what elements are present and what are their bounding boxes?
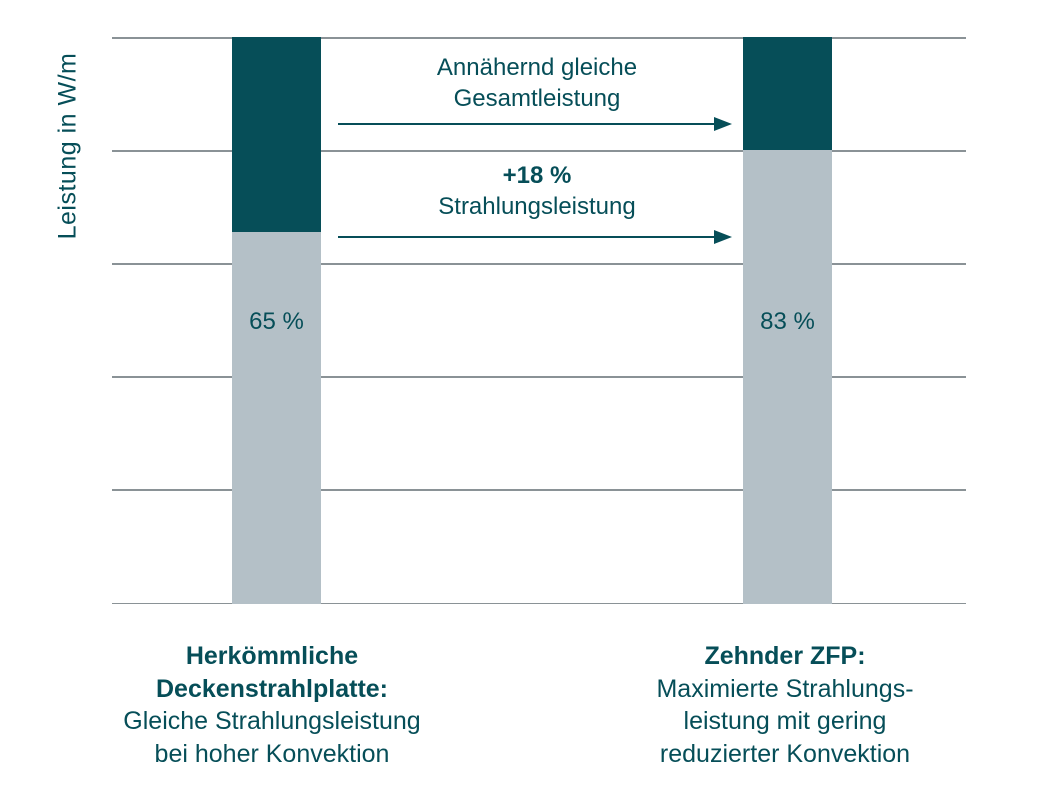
- y-axis-label: Leistung in W/m: [53, 52, 82, 240]
- gridline: [112, 263, 966, 265]
- annotation-gesamtleistung-line2: Gesamtleistung: [453, 85, 621, 112]
- category-left-line2: Deckenstrahlplatte:: [155, 674, 389, 703]
- category-left-line1: Herkömmliche: [185, 642, 359, 670]
- category-right-line1: Zehnder ZFP:: [704, 642, 866, 670]
- bar-herkoemmliche-deckenstrahlplatte: 65 %: [232, 37, 321, 604]
- bar-zehnder-zfp: 83 %: [743, 37, 832, 604]
- gridline: [112, 376, 966, 378]
- annotation-strahlungsleistung-line1: +18 %: [502, 162, 572, 189]
- category-label-right: Zehnder ZFP: Maximierte Strahlungs- leis…: [585, 640, 985, 770]
- gridline: [112, 489, 966, 491]
- bar-right-convection-segment: [743, 37, 832, 151]
- category-right-line2: Maximierte Strahlungs-: [656, 674, 914, 703]
- annotation-gesamtleistung: Annähernd gleiche Gesamtleistung: [337, 52, 737, 114]
- annotation-strahlungsleistung-line2: Strahlungsleistung: [438, 193, 636, 220]
- arrow-right-icon: [714, 117, 732, 131]
- gridline: [112, 602, 966, 604]
- annotation-strahlungsleistung: +18 % Strahlungsleistung: [337, 160, 737, 222]
- bar-right-radiant-segment: [743, 150, 832, 604]
- gridline: [112, 37, 966, 39]
- bar-left-convection-segment: [232, 37, 321, 233]
- category-left-line3: Gleiche Strahlungsleistung: [123, 707, 421, 735]
- category-right-line4: reduzierter Konvektion: [659, 739, 911, 768]
- annotation-gesamtleistung-line1: Annähernd gleiche: [436, 54, 638, 81]
- category-right-line3: leistung mit gering: [683, 707, 887, 735]
- gridline: [112, 150, 966, 152]
- bar-left-radiant-segment: [232, 232, 321, 604]
- bar-left-value-label: 65 %: [249, 308, 304, 335]
- arrow-right-icon: [714, 230, 732, 244]
- bar-right-value-label: 83 %: [760, 308, 815, 335]
- arrow-line: [338, 123, 715, 126]
- plot-area: 65 % 83 %: [112, 37, 966, 604]
- arrow-line: [338, 236, 715, 239]
- category-label-left: Herkömmliche Deckenstrahlplatte: Gleiche…: [72, 640, 472, 770]
- category-left-line4: bei hoher Konvektion: [154, 739, 390, 768]
